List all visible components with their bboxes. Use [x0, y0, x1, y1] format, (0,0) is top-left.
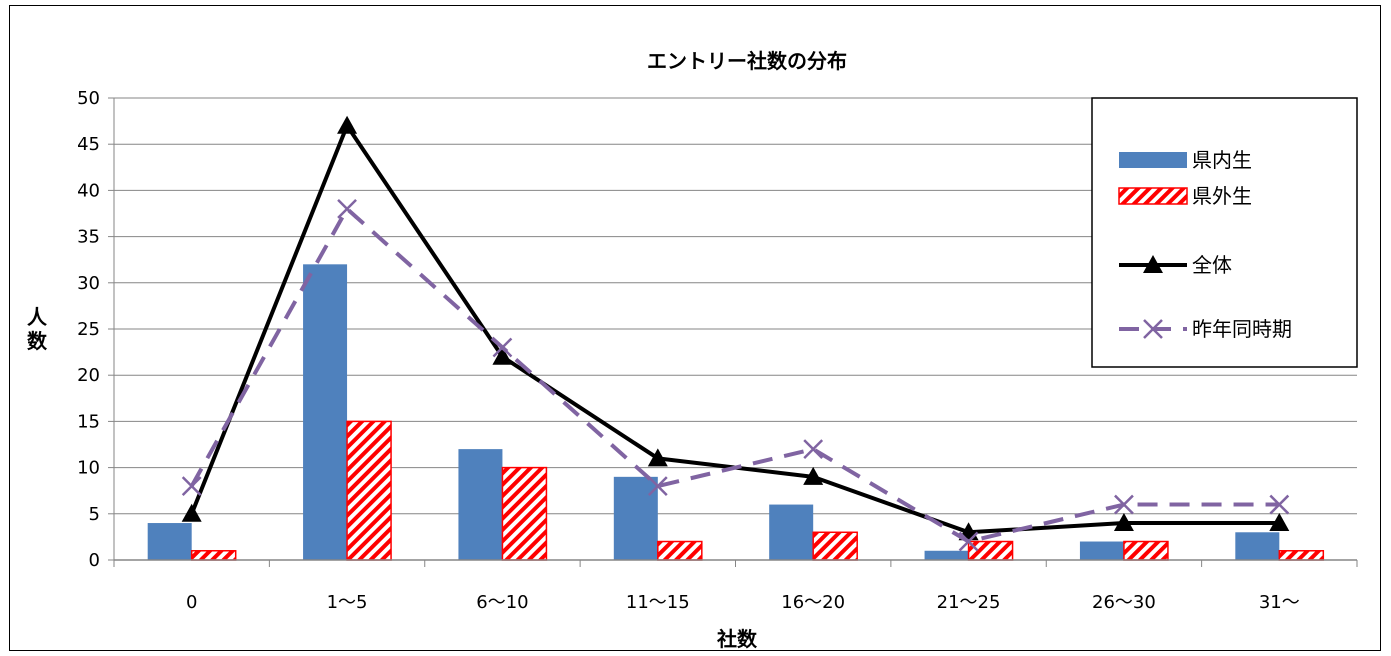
- bar-kengai-5: [967, 540, 1014, 561]
- point-total-3: [647, 448, 668, 467]
- y-tick-label: 5: [89, 504, 100, 525]
- bar-kennai-4: [769, 504, 814, 560]
- y-tick-label: 20: [77, 365, 100, 386]
- point-last-year-6: [1114, 494, 1134, 515]
- point-total-6: [1113, 513, 1134, 532]
- y-axis-title-char: 数: [27, 329, 48, 353]
- point-total-4: [803, 466, 824, 485]
- bar-kengai-2: [501, 466, 548, 561]
- bar-kengai-3: [657, 540, 703, 561]
- line-series-last-year: [189, 206, 1280, 544]
- y-tick-label: 0: [89, 550, 100, 571]
- point-total-2: [492, 346, 513, 365]
- x-tick-label: 31〜: [1259, 592, 1300, 613]
- y-tick-label: 35: [77, 227, 100, 248]
- y-axis-title: 人数: [27, 305, 48, 353]
- y-tick-label: 25: [77, 319, 100, 340]
- bar-kennai-7: [1235, 532, 1280, 560]
- point-last-year-5: [958, 531, 979, 552]
- y-tick-label: 45: [77, 134, 100, 155]
- y-tick-label: 40: [77, 180, 100, 201]
- x-tick-label: 6〜10: [476, 592, 528, 613]
- y-tick-label: 10: [77, 458, 100, 479]
- legend-label: 県内生: [1192, 148, 1252, 172]
- bar-kengai-4: [812, 531, 858, 561]
- bar-kennai-5: [924, 550, 969, 560]
- x-tick-label: 16〜20: [781, 592, 845, 613]
- y-tick-label: 50: [77, 88, 100, 109]
- legend-swatch-kennai: [1119, 152, 1187, 168]
- legend-box: [1091, 97, 1358, 368]
- point-last-year-4: [803, 439, 824, 460]
- point-total-0: [181, 503, 202, 522]
- y-axis-title-char: 人: [27, 305, 48, 329]
- point-last-year-1: [337, 198, 357, 219]
- x-tick-label: 1〜5: [327, 592, 368, 613]
- point-total-1: [337, 115, 358, 134]
- bar-kengai-0: [190, 550, 237, 561]
- x-axis-ticks: 0 1〜5 6〜10 11〜15 16〜20 21〜25 26〜30 31〜: [113, 560, 1358, 613]
- bar-kengai-6: [1123, 540, 1169, 561]
- x-axis-title: 社数: [716, 627, 758, 651]
- bar-kennai-6: [1079, 541, 1124, 560]
- y-axis-ticks: 0 5 10 15 20 25 30 35 40 45 50: [77, 88, 114, 571]
- bar-kennai-3: [613, 476, 658, 560]
- bar-kennai-2: [458, 449, 503, 560]
- x-tick-label: 11〜15: [626, 592, 690, 613]
- point-last-year-3: [647, 476, 668, 496]
- x-tick-label: 21〜25: [937, 592, 1001, 613]
- bars: [147, 264, 1325, 561]
- legend-swatch-kengai: [1118, 187, 1188, 205]
- y-tick-label: 30: [77, 273, 100, 294]
- legend-label: 県外生: [1192, 184, 1252, 208]
- point-last-year-2: [492, 337, 513, 358]
- x-tick-label: 0: [186, 592, 197, 613]
- x-tick-label: 26〜30: [1092, 592, 1156, 613]
- y-tick-label: 15: [77, 411, 100, 432]
- legend-swatch-total-marker: [1143, 255, 1163, 273]
- legend-label: 昨年同時期: [1192, 317, 1292, 341]
- lines: [181, 115, 1290, 552]
- bar-kengai-7: [1278, 550, 1325, 561]
- bar-kennai-0: [147, 523, 192, 560]
- chart-title: エントリー社数の分布: [647, 49, 847, 73]
- legend-label: 全体: [1192, 253, 1232, 277]
- point-total-7: [1269, 513, 1290, 532]
- bar-kennai-1: [303, 264, 348, 560]
- point-last-year-0: [181, 476, 202, 496]
- bar-kengai-1: [346, 420, 392, 561]
- legend-swatch-last-year-marker: [1143, 319, 1163, 339]
- point-last-year-7: [1269, 494, 1290, 515]
